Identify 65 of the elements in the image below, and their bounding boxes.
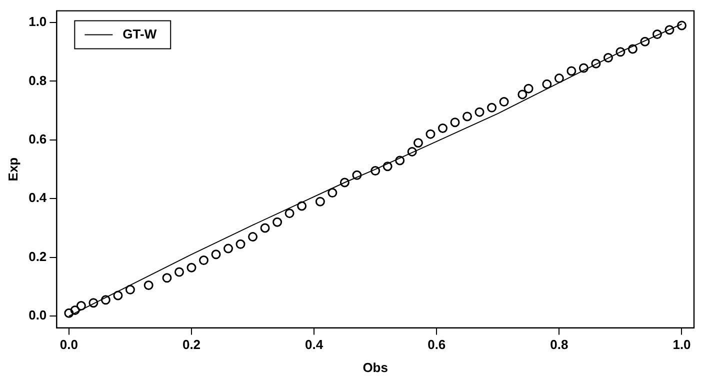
point: [664, 25, 674, 35]
y-axis-title: Exp: [5, 157, 20, 182]
point: [88, 298, 98, 308]
point: [603, 53, 613, 63]
point: [554, 74, 564, 84]
x-axis-title: Obs: [362, 360, 388, 375]
y-tick-label: 1.0: [28, 14, 47, 30]
y-tick-label: 0.2: [28, 248, 47, 264]
point: [76, 301, 86, 311]
point: [315, 196, 325, 206]
point: [450, 118, 460, 128]
point: [382, 162, 392, 172]
point: [100, 295, 110, 305]
y-tick-label: 0.8: [28, 72, 47, 88]
point: [370, 166, 380, 176]
point: [260, 223, 270, 233]
point: [438, 123, 448, 133]
point: [628, 44, 638, 54]
point: [70, 305, 80, 315]
point: [340, 178, 350, 188]
y-tick-label: 0.6: [28, 132, 47, 147]
legend-label: GT-W: [122, 26, 158, 42]
point: [224, 244, 234, 254]
point: [297, 201, 307, 211]
point: [186, 262, 196, 272]
point: [413, 138, 423, 148]
point: [518, 90, 528, 100]
point: [162, 273, 172, 283]
point: [211, 250, 221, 260]
point: [474, 107, 484, 117]
point: [328, 188, 338, 198]
point: [407, 146, 417, 156]
point: [566, 66, 576, 76]
point: [578, 63, 588, 73]
point: [125, 284, 135, 294]
point: [352, 170, 362, 180]
x-tick-label: 0.2: [182, 337, 201, 352]
point: [462, 112, 472, 122]
point: [616, 47, 626, 57]
point: [652, 30, 662, 40]
x-tick-label: 0.8: [550, 337, 568, 352]
point: [499, 97, 509, 107]
point: [64, 308, 74, 318]
point: [284, 208, 294, 218]
point: [236, 239, 246, 249]
point: [248, 232, 258, 242]
point: [426, 129, 436, 139]
point: [542, 79, 552, 89]
point: [395, 156, 405, 166]
point: [144, 280, 154, 290]
point: [113, 290, 123, 300]
point: [272, 217, 282, 227]
point: [524, 84, 534, 94]
x-tick-label: 0.6: [428, 337, 446, 352]
point: [487, 102, 497, 112]
point: [676, 20, 686, 30]
point: [174, 267, 184, 277]
x-tick-label: 1.0: [672, 337, 691, 352]
y-tick-label: 0.4: [28, 190, 48, 206]
point: [591, 58, 601, 68]
y-tick-label: 0.0: [28, 308, 47, 323]
x-tick-label: 0.0: [60, 337, 78, 352]
point: [640, 36, 650, 46]
x-tick-label: 0.4: [305, 337, 324, 352]
point: [199, 256, 208, 266]
